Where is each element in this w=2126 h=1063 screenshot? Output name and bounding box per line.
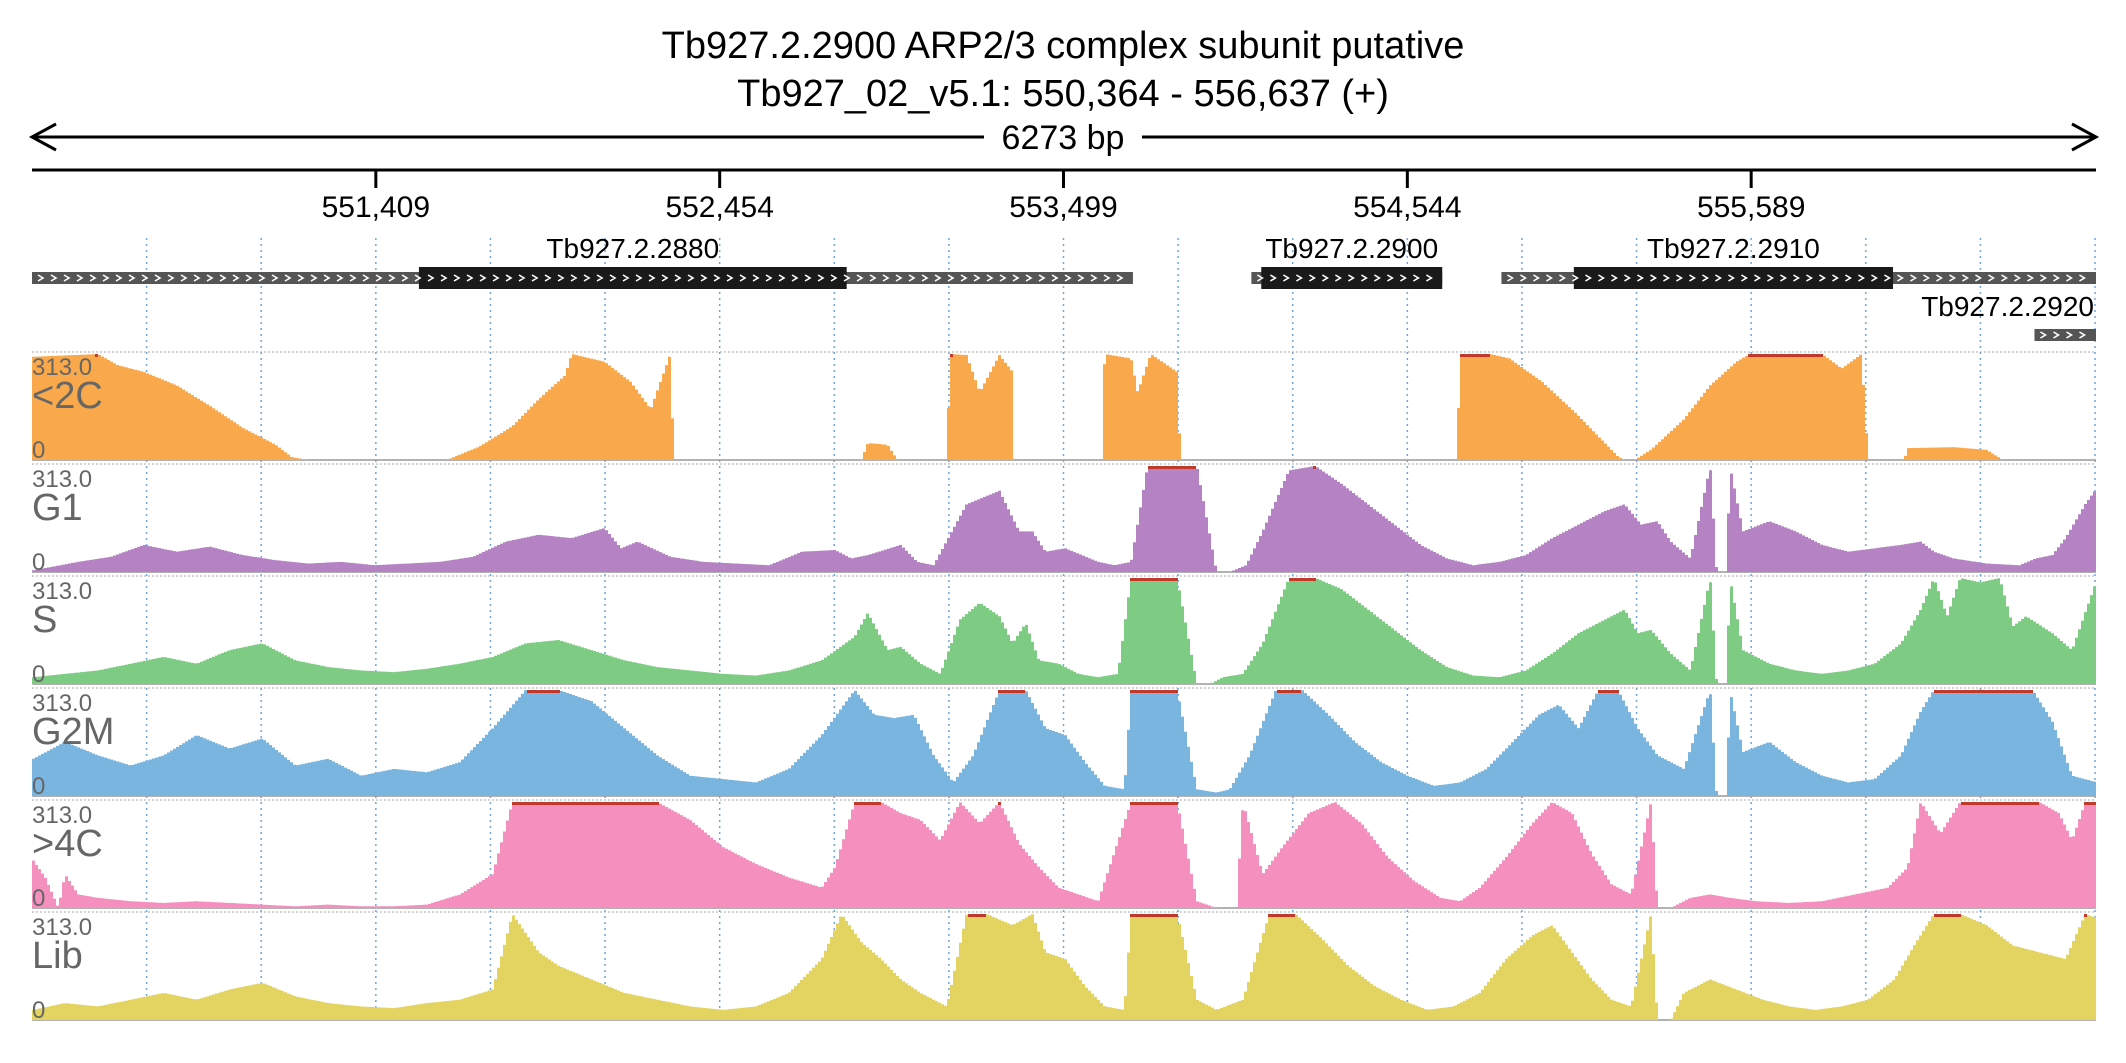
gene-utr-3 [2034,329,2096,341]
track-ymin-label-0: 0 [32,437,45,464]
ruler-ticks: 551,409 552,454 553,499 554,544 555,589 [322,170,1805,224]
track-0: 313.0<2C 0 [32,351,2096,464]
track-overflow-0 [95,354,1823,357]
track-bars-3 [32,690,2096,796]
gene-strand-2 [1507,274,2086,282]
gene-track: Tb927.2.2880 Tb927.2.2900 Tb927.2.2910 Tb92… [32,233,2096,341]
track-bars-1 [32,466,2096,572]
coverage-tracks: 313.0<2C0313.0G10313.0S0313.0G2M0313.0>4… [32,351,2096,1024]
gene-cds-1 [1261,267,1443,289]
track-bars-2 [32,578,2096,684]
track-ymax-label-0: 313.0 [32,354,92,381]
track-name-4: >4C [32,823,103,865]
region-subtitle: Tb927_02_v5.1: 550,364 - 556,637 (+) [737,73,1389,115]
gene-0: Tb927.2.2880 [32,233,1133,289]
track-ymax-label-4: 313.0 [32,802,92,829]
track-name-2: S [32,599,57,641]
track-4: 313.0>4C 0 [32,799,2096,912]
track-ymin-label-3: 0 [32,773,45,800]
track-ymax-label-5: 313.0 [32,914,92,941]
track-ymax-label-1: 313.0 [32,466,92,493]
gene-cds-0 [418,267,847,289]
track-bars-4 [32,802,2096,908]
track-ymin-label-5: 0 [32,997,45,1024]
gene-label-1: Tb927.2.2900 [1265,233,1438,264]
track-ymin-label-4: 0 [32,885,45,912]
gene-label-2: Tb927.2.2910 [1647,233,1820,264]
track-name-3: G2M [32,711,114,753]
track-overflow-1 [1148,466,1316,469]
track-overflow-3 [527,690,2033,693]
track-name-5: Lib [32,935,83,977]
track-bars-5 [32,914,2096,1020]
gene-strand-3 [2040,331,2087,339]
gene-3: Tb927.2.2920 [1921,291,2096,341]
track-ymin-label-2: 0 [32,661,45,688]
gene-label-3: Tb927.2.2920 [1921,291,2094,322]
chart-title: Tb927.2.2900 ARP2/3 complex subunit puta… [662,25,1465,67]
track-overflow-2 [1130,578,1316,581]
span-arrow [28,118,2100,158]
ruler-tick-label-0: 551,409 [322,191,430,224]
track-ymax-label-2: 313.0 [32,578,92,605]
track-bars-0 [32,354,2003,460]
track-2: 313.0S 0 [32,575,2096,688]
span-length-label: 6273 bp [1002,119,1125,157]
track-overflow-4 [512,802,2096,805]
ruler-tick-label-4: 555,589 [1697,191,1805,224]
gene-strand-1 [1256,274,1433,282]
track-name-0: <2C [32,375,103,417]
gene-1: Tb927.2.2900 [1251,233,1443,289]
ruler-tick-label-1: 552,454 [665,191,773,224]
gene-2: Tb927.2.2910 [1501,233,2096,289]
track-ymin-label-1: 0 [32,549,45,576]
track-1: 313.0G1 0 [32,463,2096,576]
track-ymax-label-3: 313.0 [32,690,92,717]
track-name-1: G1 [32,487,83,529]
ruler-tick-label-2: 553,499 [1009,191,1117,224]
gene-label-0: Tb927.2.2880 [546,233,719,264]
gene-strand-0 [37,274,1124,282]
track-overflow-5 [968,914,2087,917]
ruler-tick-label-3: 554,544 [1353,191,1461,224]
